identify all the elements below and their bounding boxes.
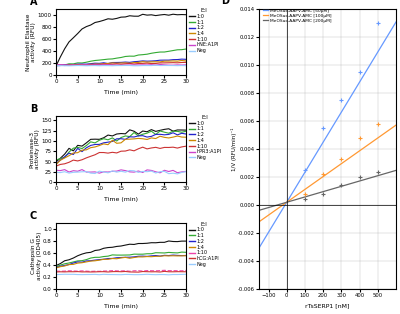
- Y-axis label: Cathepsin G
activity (OD405): Cathepsin G activity (OD405): [31, 232, 42, 280]
- MeOSuc-AAPV-AMC [200μM]: [323, 189, 328, 193]
- X-axis label: Time (min): Time (min): [104, 197, 138, 202]
- MeOSuc-AAPV-AMC [50μM]: [338, 111, 343, 115]
- MeOSuc-AAPV-AMC [100μM]: [390, 126, 395, 129]
- Point: [374, 122, 381, 127]
- MeOSuc-AAPV-AMC [100μM]: [369, 141, 374, 144]
- Point: [338, 98, 344, 103]
- Point: [320, 126, 326, 131]
- MeOSuc-AAPV-AMC [100μM]: [331, 167, 336, 171]
- Line: MeOSuc-AAPV-AMC [200μM]: MeOSuc-AAPV-AMC [200μM]: [260, 171, 396, 210]
- Line: MeOSuc-AAPV-AMC [50μM]: MeOSuc-AAPV-AMC [50μM]: [260, 22, 396, 247]
- Point: [374, 169, 381, 174]
- MeOSuc-AAPV-AMC [200μM]: [338, 185, 343, 188]
- Point: [356, 175, 363, 180]
- MeOSuc-AAPV-AMC [50μM]: [390, 25, 395, 29]
- MeOSuc-AAPV-AMC [100μM]: [394, 123, 398, 127]
- Y-axis label: Proteinase-3
activity (RFU): Proteinase-3 activity (RFU): [29, 129, 40, 169]
- MeOSuc-AAPV-AMC [200μM]: [257, 208, 262, 212]
- MeOSuc-AAPV-AMC [50μM]: [323, 137, 328, 141]
- MeOSuc-AAPV-AMC [50μM]: [257, 246, 262, 249]
- Line: MeOSuc-AAPV-AMC [100μM]: MeOSuc-AAPV-AMC [100μM]: [260, 125, 396, 222]
- Legend: MeOSuc-AAPV-AMC [50μM], MeOSuc-AAPV-AMC [100μM], MeOSuc-AAPV-AMC [200μM]: MeOSuc-AAPV-AMC [50μM], MeOSuc-AAPV-AMC …: [261, 7, 333, 25]
- Text: C: C: [30, 211, 37, 221]
- Point: [320, 172, 326, 177]
- Point: [338, 156, 344, 161]
- MeOSuc-AAPV-AMC [100μM]: [323, 173, 328, 177]
- Legend: 1:0, 1:1, 1:2, 1:4, 1:10, hNE:A1PI, Neg: 1:0, 1:1, 1:2, 1:4, 1:10, hNE:A1PI, Neg: [189, 8, 219, 53]
- Point: [302, 191, 308, 196]
- MeOSuc-AAPV-AMC [50μM]: [322, 138, 327, 142]
- MeOSuc-AAPV-AMC [200μM]: [390, 170, 395, 173]
- Legend: 1:0, 1:1, 1:2, 1:4, 1:10, hPR3:A1PI, Neg: 1:0, 1:1, 1:2, 1:4, 1:10, hPR3:A1PI, Neg: [189, 115, 222, 160]
- MeOSuc-AAPV-AMC [50μM]: [369, 61, 374, 64]
- X-axis label: Time (min): Time (min): [104, 304, 138, 309]
- MeOSuc-AAPV-AMC [50μM]: [394, 20, 398, 24]
- Point: [356, 70, 363, 75]
- X-axis label: rTsSERP1 [nM]: rTsSERP1 [nM]: [306, 304, 350, 309]
- Legend: 1:0, 1:1, 1:2, 1:4, 1:10, hCG:A1PI, Neg: 1:0, 1:1, 1:2, 1:4, 1:10, hCG:A1PI, Neg: [189, 222, 219, 267]
- MeOSuc-AAPV-AMC [50μM]: [331, 123, 336, 127]
- Y-axis label: Neutrophil Elastase
activity (RFU): Neutrophil Elastase activity (RFU): [26, 14, 36, 71]
- Y-axis label: 1/V (RFU/min)⁻¹: 1/V (RFU/min)⁻¹: [231, 127, 237, 171]
- MeOSuc-AAPV-AMC [200μM]: [394, 169, 398, 172]
- MeOSuc-AAPV-AMC [100μM]: [338, 162, 343, 166]
- Point: [302, 197, 308, 202]
- MeOSuc-AAPV-AMC [200μM]: [331, 187, 336, 191]
- Point: [356, 135, 363, 140]
- Text: D: D: [221, 0, 229, 6]
- Point: [302, 168, 308, 173]
- MeOSuc-AAPV-AMC [200μM]: [322, 189, 327, 193]
- Text: A: A: [30, 0, 38, 8]
- Point: [374, 21, 381, 26]
- Text: B: B: [30, 104, 37, 114]
- Point: [320, 191, 326, 196]
- X-axis label: Time (min): Time (min): [104, 90, 138, 95]
- MeOSuc-AAPV-AMC [100μM]: [322, 174, 327, 178]
- Point: [338, 183, 344, 188]
- MeOSuc-AAPV-AMC [200μM]: [369, 176, 374, 180]
- MeOSuc-AAPV-AMC [100μM]: [257, 220, 262, 224]
